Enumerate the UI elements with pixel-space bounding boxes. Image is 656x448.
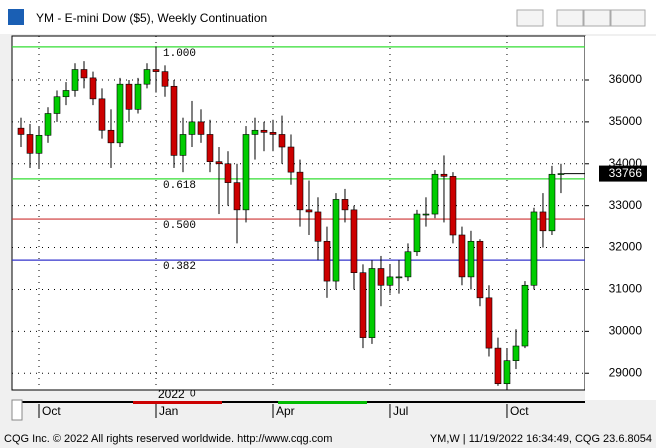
candle-body — [242, 134, 250, 211]
candle-body — [422, 213, 430, 216]
last-price-label: 33766 — [609, 166, 643, 180]
candle-body — [395, 276, 403, 279]
candle-body — [152, 69, 160, 72]
time-bar-red — [133, 401, 222, 404]
candle-body — [71, 69, 79, 91]
plot-area — [11, 35, 586, 391]
time-bar-green — [278, 401, 367, 404]
y-tick-label: 32000 — [609, 240, 643, 254]
x-tick-label: Oct — [42, 404, 61, 418]
candle-body — [296, 171, 304, 211]
candle-body — [44, 113, 52, 136]
candle-body — [503, 360, 511, 385]
candle-body — [170, 85, 178, 156]
scrollbar[interactable] — [11, 399, 23, 421]
candle-body — [224, 163, 232, 183]
candle-body — [440, 173, 448, 177]
y-tick-label: 31000 — [609, 282, 643, 296]
candle-body — [89, 77, 97, 100]
candle-body — [521, 284, 529, 347]
footer-left: CQG Inc. © 2022 All rights reserved worl… — [4, 433, 332, 445]
y-tick-label: 29000 — [609, 365, 643, 379]
candle-body — [494, 347, 502, 385]
candle-body — [512, 345, 520, 361]
x-tick-label: Apr — [276, 404, 295, 418]
year-label-suffix: 0 — [190, 389, 196, 400]
candle-body — [35, 134, 43, 154]
candle-body — [116, 83, 124, 144]
candle-body — [341, 199, 349, 211]
close-button[interactable] — [610, 9, 646, 27]
candle-body — [548, 173, 556, 232]
candle-body — [377, 268, 385, 286]
candle-body — [458, 234, 466, 278]
fib-level-label: 0.382 — [163, 261, 196, 273]
candle-body — [386, 276, 394, 286]
price-axis — [585, 36, 656, 400]
candle-body — [539, 211, 547, 232]
candle-body — [269, 132, 277, 135]
candle-body — [206, 134, 214, 162]
candle-body — [161, 71, 169, 87]
candle-body — [188, 121, 196, 135]
candle-body — [215, 161, 223, 165]
candle-body — [107, 129, 115, 144]
candle-body — [98, 98, 106, 131]
candle-body — [17, 127, 25, 135]
candle-body — [80, 69, 88, 79]
y-tick-label: 36000 — [609, 72, 643, 86]
candle-body — [368, 268, 376, 338]
fib-level-label: 0.618 — [163, 180, 196, 192]
candle-body — [332, 199, 340, 282]
footer — [0, 428, 656, 448]
candle-body — [143, 69, 151, 85]
candle-body — [485, 297, 493, 349]
candle-body — [26, 134, 34, 154]
last-price-box — [599, 165, 647, 182]
x-tick-label: Oct — [510, 404, 529, 418]
candle-body — [350, 209, 358, 273]
fib-level-label: 1.000 — [163, 48, 196, 60]
candle-body — [323, 240, 331, 282]
candle-body — [278, 134, 286, 148]
maximize-button[interactable] — [583, 9, 611, 27]
candle-body — [359, 272, 367, 338]
candle-body — [260, 129, 268, 133]
candle-body — [62, 90, 70, 98]
footer-right: YM,W | 11/19/2022 16:34:49, CQG 23.6.805… — [430, 433, 652, 445]
candle-body — [305, 209, 313, 213]
candle-body — [413, 213, 421, 253]
candle-body — [431, 173, 439, 215]
candle-body — [476, 240, 484, 299]
candle-body — [467, 240, 475, 278]
x-tick-label: Jan — [159, 404, 178, 418]
title-bar — [0, 0, 656, 34]
candle-body — [557, 173, 565, 175]
app-icon — [8, 9, 24, 25]
candle-body — [179, 134, 187, 156]
y-tick-label: 33000 — [609, 198, 643, 212]
window-title: YM - E-mini Dow ($5), Weekly Continuatio… — [36, 11, 267, 25]
candle-body — [233, 182, 241, 211]
candle-body — [449, 176, 457, 236]
y-tick-label: 35000 — [609, 114, 643, 128]
fib-level-label: 0.500 — [163, 220, 196, 232]
x-tick-label: Jul — [393, 404, 408, 418]
year-label: 2022 — [158, 387, 185, 401]
candle-body — [530, 211, 538, 286]
candle-body — [125, 83, 133, 110]
candle-body — [53, 96, 61, 114]
candle-body — [251, 129, 259, 135]
candle-body — [314, 211, 322, 242]
link-button[interactable] — [516, 9, 544, 27]
candle-body — [134, 83, 142, 110]
candle-body — [287, 146, 295, 173]
candle-body — [404, 251, 412, 278]
minimize-button[interactable] — [556, 9, 584, 27]
candle-body — [197, 121, 205, 135]
y-tick-label: 30000 — [609, 324, 643, 338]
